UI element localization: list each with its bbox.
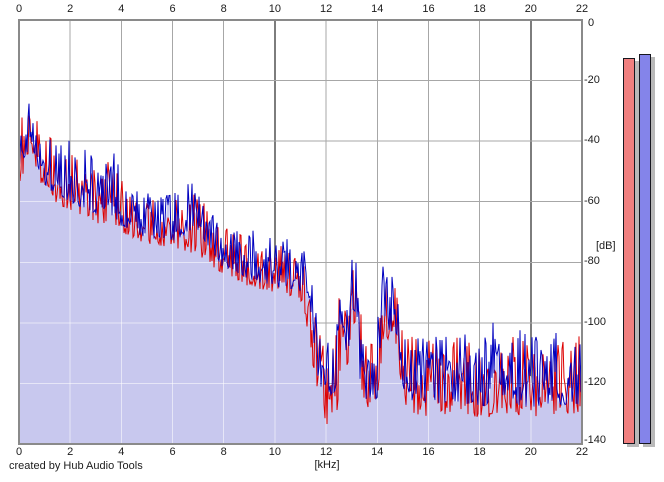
x-axis-tick-bottom: 2	[67, 446, 74, 458]
x-axis-tick-top: 6	[169, 3, 176, 15]
x-axis-tick-top: 2	[67, 3, 74, 15]
x-axis-tick-bottom: 16	[422, 446, 435, 458]
x-axis-tick-top: 12	[319, 3, 333, 15]
spectrum-fill-area	[19, 137, 582, 444]
x-axis-tick-top: 4	[118, 3, 125, 15]
x-axis-tick-top: 8	[220, 3, 227, 15]
x-axis-tick-bottom: 22	[575, 446, 589, 458]
x-axis-tick-bottom: 12	[319, 446, 333, 458]
y-axis-tick: -40	[584, 134, 600, 147]
x-axis-tick-bottom: 14	[371, 446, 384, 458]
x-axis-tick-top: 16	[422, 3, 435, 15]
plot-border	[18, 19, 583, 445]
x-axis-tick-top: 10	[268, 3, 282, 15]
level-meter-left	[623, 58, 635, 444]
level-meter-right	[639, 54, 651, 444]
x-axis-tick-bottom: 18	[473, 446, 486, 458]
x-axis-tick-top: 22	[575, 3, 589, 15]
y-axis-tick: 0	[588, 17, 595, 29]
credit-text: created by Hub Audio Tools	[9, 460, 143, 472]
y-axis-unit: [dB]	[596, 240, 616, 252]
x-axis-tick-bottom: 10	[268, 446, 282, 458]
x-axis-tick-bottom: 20	[524, 446, 537, 458]
y-axis-tick: -80	[584, 255, 600, 268]
x-axis-tick-bottom: 8	[220, 446, 227, 458]
x-axis-tick-top: 0	[15, 3, 23, 15]
y-axis-tick: -60	[584, 194, 600, 207]
x-axis-tick-top: 14	[371, 3, 384, 15]
y-axis-tick: -20	[584, 73, 600, 86]
x-axis-tick-bottom: 6	[169, 446, 176, 458]
spectrum-right-blue	[18, 103, 583, 407]
x-axis-tick-bottom: 0	[15, 446, 23, 458]
y-axis-tick: -100	[584, 315, 607, 328]
y-axis-tick: -140	[584, 434, 607, 446]
x-axis-unit: [kHz]	[314, 459, 340, 471]
y-axis-tick: -120	[584, 376, 607, 389]
gridlines	[19, 20, 582, 444]
x-axis-tick-top: 18	[473, 3, 486, 15]
x-axis-tick-top: 20	[524, 3, 537, 15]
x-axis-tick-bottom: 4	[118, 446, 125, 458]
